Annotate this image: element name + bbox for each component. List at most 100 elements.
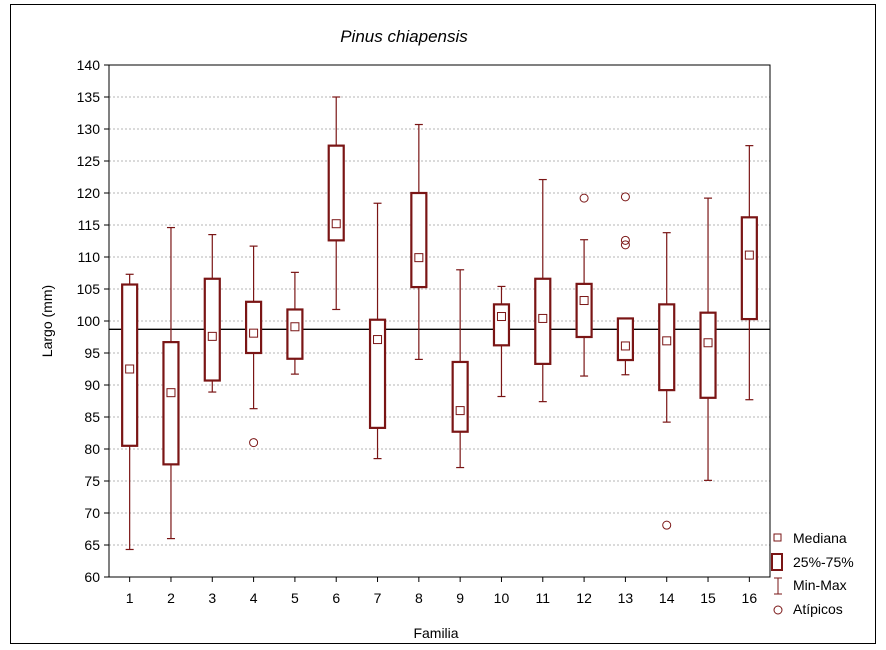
legend-quartiles-label: 25%-75% [793,554,854,570]
y-tick-label: 100 [77,313,101,329]
median-marker [290,322,300,332]
iqr-box [658,303,676,392]
x-tick-label: 14 [659,590,675,606]
y-tick-label: 130 [77,121,101,137]
median-marker [496,312,506,322]
median-marker [414,253,424,263]
box-family-7 [368,202,387,460]
median-marker [166,388,176,398]
box-family-10 [492,285,511,398]
iqr-box [575,282,593,339]
median-marker [331,219,341,229]
median-marker [373,335,383,345]
x-tick-label: 11 [536,590,551,606]
iqr-box [451,360,469,433]
legend-item-median: Mediana [773,530,847,546]
outlier-point [620,240,630,250]
box-family-12 [575,193,593,377]
median-marker [662,336,672,346]
median-marker [125,364,135,374]
iqr-box [203,277,221,382]
iqr-box [410,191,428,289]
x-tick-label: 9 [456,590,464,606]
box-family-5 [286,271,304,375]
iqr-box [327,144,345,242]
x-tick-label: 5 [291,590,299,606]
legend-box-marker [771,553,783,571]
y-tick-label: 135 [77,89,101,105]
y-tick-label: 60 [84,569,100,585]
legend-outliers-label: Atípicos [793,601,843,617]
x-tick-label: 15 [700,590,716,606]
y-tick-label: 95 [84,345,100,361]
x-tick-label: 7 [374,590,382,606]
iqr-box [616,317,635,362]
x-tick-label: 13 [618,590,634,606]
outlier-point [249,438,259,448]
x-tick-label: 10 [494,590,510,606]
legend-median-label: Mediana [793,530,847,546]
boxes-layer [121,96,758,551]
iqr-box [699,311,717,399]
x-tick-label: 4 [250,590,258,606]
iqr-box [162,341,180,466]
x-tick-label: 3 [208,590,216,606]
chart-frame [10,4,876,644]
box-family-4 [244,245,263,448]
box-family-9 [451,269,469,469]
x-tick-label: 6 [332,590,340,606]
outlier-point [620,192,630,202]
median-marker [703,338,713,348]
y-tick-label: 125 [77,153,101,169]
box-family-11 [534,178,552,403]
median-marker [620,341,630,351]
box-family-1 [121,273,139,551]
legend: Mediana 25%-75% Min-Max Atípicos [771,530,854,617]
iqr-box [286,308,304,360]
y-tick-label: 80 [84,441,100,457]
x-tick-label: 12 [576,590,592,606]
median-marker [579,296,589,306]
median-marker [538,313,548,323]
legend-median-marker [773,533,782,542]
box-family-8 [410,123,428,360]
x-tick-label: 16 [742,590,758,606]
y-tick-label: 105 [77,281,101,297]
median-marker [744,250,754,260]
box-family-16 [740,145,758,401]
iqr-box [492,303,511,347]
iqr-box [740,216,758,321]
box-family-13 [616,192,635,376]
x-tick-label: 2 [167,590,175,606]
axis-layer: 6065707580859095100105110115120125130135… [77,57,758,606]
iqr-box [368,318,387,429]
outlier-point [662,520,672,530]
legend-item-quartiles: 25%-75% [771,553,854,571]
y-tick-label: 85 [84,409,100,425]
outlier-point [579,193,589,203]
box-family-3 [203,234,221,393]
y-tick-label: 115 [78,217,101,233]
outlier-point [620,235,630,245]
box-family-2 [162,226,180,540]
y-tick-label: 120 [77,185,101,201]
y-tick-label: 140 [77,57,101,73]
legend-item-minmax: Min-Max [774,577,847,595]
x-axis-label: Familia [413,625,458,641]
x-tick-label: 1 [126,590,134,606]
box-family-15 [699,197,717,481]
chart-title: Pinus chiapensis [340,27,468,46]
median-marker [249,328,259,338]
x-tick-label: 8 [415,590,423,606]
y-tick-label: 70 [84,505,100,521]
y-axis-label: Largo (mm) [39,285,55,357]
y-tick-label: 110 [78,249,101,265]
box-family-6 [327,96,345,311]
iqr-box [244,300,263,355]
box-family-14 [658,232,676,530]
median-marker [455,406,465,416]
y-tick-label: 90 [84,377,100,393]
legend-item-outliers: Atípicos [773,601,843,617]
legend-outlier-marker [773,605,783,615]
